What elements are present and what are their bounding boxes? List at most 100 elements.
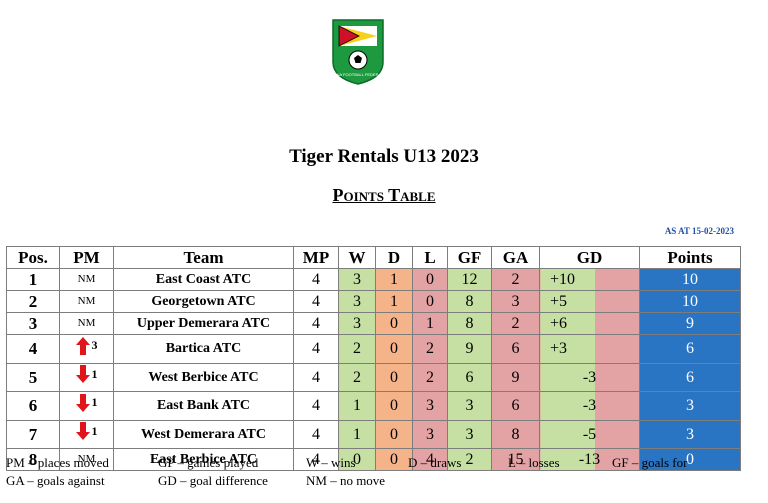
team-name: East Berbice ATC [113,448,294,471]
table-subtitle: Points Table [332,185,436,205]
losses-cell: 3 [412,419,448,449]
position-cell: 2 [6,290,60,313]
position-cell: 3 [6,312,60,335]
places-moved-cell: NM [59,448,114,471]
places-moved-cell: NM [59,268,114,291]
points-cell: 6 [639,362,741,392]
places-moved-value: 1 [91,366,98,381]
col-header-gf: GF [447,246,492,269]
losses-cell: 2 [412,362,448,392]
team-name: East Bank ATC [113,391,294,421]
goals-for-cell: 6 [447,362,492,392]
draws-cell: 0 [375,312,413,335]
goals-for-cell: 12 [447,268,492,291]
wins-cell: 3 [338,290,376,313]
draws-cell: 0 [375,362,413,392]
col-header-pos: Pos. [6,246,60,269]
table-row: 8 NM East Berbice ATC 4 0 0 4 2 15 -13 0 [6,448,741,471]
losses-cell: 4 [412,448,448,471]
places-moved-cell: NM [59,290,114,313]
goals-for-cell: 3 [447,391,492,421]
goals-for-cell: 3 [447,419,492,449]
federation-logo: GUYANA FOOTBALL FEDERATION [326,18,391,86]
places-moved-cell: 1 [59,419,114,449]
draws-cell: 0 [375,334,413,364]
col-header-gd: GD [539,246,640,269]
position-cell: 6 [6,391,60,421]
col-header-l: L [412,246,448,269]
matches-played-cell: 4 [293,312,339,335]
matches-played-cell: 4 [293,391,339,421]
team-name: Georgetown ATC [113,290,294,313]
losses-cell: 1 [412,312,448,335]
page-title: Tiger Rentals U13 2023 [289,146,479,167]
col-header-pm: PM [59,246,114,269]
arrow-down-icon [75,422,90,440]
goals-against-cell: 15 [491,448,540,471]
team-name: Bartica ATC [113,334,294,364]
matches-played-cell: 4 [293,419,339,449]
legend: PM – places moved GP – games played W – … [6,455,746,495]
position-cell: 4 [6,334,60,364]
team-name: East Coast ATC [113,268,294,291]
arrow-down-icon [75,393,90,412]
col-header-points: Points [639,246,741,269]
goals-for-cell: 9 [447,334,492,364]
table-body: 1 NM East Coast ATC 4 3 1 0 12 2 +10 10 2 NM Georgeto… [6,268,741,471]
points-cell: 3 [639,419,741,449]
table-row: 4 3 Bartica ATC 4 2 0 2 9 6 +3 6 [6,334,741,364]
goals-for-cell: 8 [447,290,492,313]
places-moved: 1 [75,364,98,385]
goal-difference-cell: +5 [539,290,640,313]
matches-played-cell: 4 [293,268,339,291]
places-moved-cell: NM [59,312,114,335]
table-row: 7 1 West Demerara ATC 4 1 0 3 3 8 -5 3 [6,419,741,449]
places-moved: 1 [75,392,98,413]
goal-difference-cell: -3 [539,362,640,392]
wins-cell: 3 [338,268,376,291]
draws-cell: 1 [375,290,413,313]
wins-cell: 1 [338,391,376,421]
places-moved: NM [78,313,96,334]
goals-against-cell: 8 [491,419,540,449]
matches-played-cell: 4 [293,290,339,313]
goal-difference-cell: -3 [539,391,640,421]
position-cell: 7 [6,419,60,449]
col-header-team: Team [113,246,294,269]
arrow-down-icon [75,365,90,383]
goal-difference-cell: -13 [539,448,640,471]
wins-cell: 0 [338,448,376,471]
points-cell: 3 [639,391,741,421]
position-cell: 5 [6,362,60,392]
goals-against-cell: 6 [491,334,540,364]
draws-cell: 0 [375,419,413,449]
legend-nm: NM – no move [306,473,386,488]
goals-for-cell: 2 [447,448,492,471]
wins-cell: 3 [338,312,376,335]
table-row: 6 1 East Bank ATC 4 1 0 3 3 6 -3 3 [6,391,741,421]
table-row: 3 NM Upper Demerara ATC 4 3 0 1 8 2 +6 9 [6,312,741,335]
places-moved-value: NM [77,273,96,285]
wins-cell: 2 [338,362,376,392]
legend-ga: GA – goals against [6,473,105,488]
legend-gf: GF – goals for [612,455,688,470]
goals-against-cell: 9 [491,362,540,392]
legend-pm: PM – places moved [6,455,109,470]
matches-played-cell: 4 [293,362,339,392]
goal-difference-cell: +10 [539,268,640,291]
points-cell: 9 [639,312,741,335]
wins-cell: 2 [338,334,376,364]
table-header-row: Pos. PM Team MP W D L GF GA GD Points [6,246,741,269]
matches-played-cell: 4 [293,448,339,471]
goal-difference-cell: +6 [539,312,640,335]
points-table: Pos. PM Team MP W D L GF GA GD Points 1 N… [6,246,741,471]
matches-played-cell: 4 [293,334,339,364]
position-cell: 1 [6,268,60,291]
places-moved-value: 3 [91,338,98,352]
as-at-date: AS AT 15-02-2023 [664,226,734,236]
table-row: 1 NM East Coast ATC 4 3 1 0 12 2 +10 10 [6,268,741,291]
losses-cell: 0 [412,268,448,291]
points-cell: 6 [639,334,741,364]
col-header-ga: GA [491,246,540,269]
legend-gd: GD – goal difference [158,473,268,488]
